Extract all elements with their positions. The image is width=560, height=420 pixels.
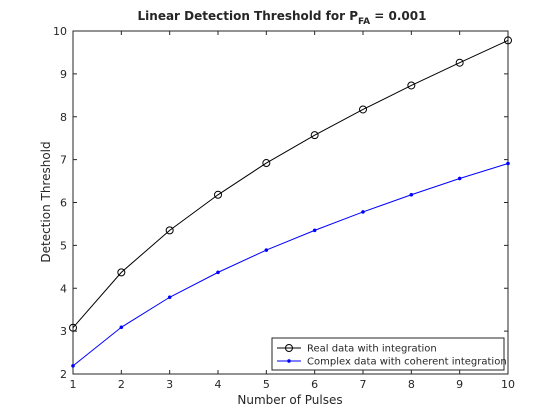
legend-label-2: Complex data with coherent integration xyxy=(307,357,507,368)
series-line-2 xyxy=(72,163,509,367)
series-2-point xyxy=(216,270,220,275)
series-2-point xyxy=(361,210,365,214)
legend: Real data with integration Complex data w… xyxy=(271,337,507,371)
y-tick-label: 6 xyxy=(60,197,67,210)
series-layer xyxy=(69,36,512,368)
series-1-point xyxy=(407,81,416,90)
legend-box xyxy=(271,337,505,371)
x-tick-label: 7 xyxy=(360,378,367,391)
legend-marker-2 xyxy=(287,359,291,363)
y-axis-label: Detection Threshold xyxy=(39,141,53,262)
y-tick-label: 2 xyxy=(60,368,67,381)
series-2-point xyxy=(506,161,510,166)
x-axis-label: Number of Pulses xyxy=(237,393,342,407)
legend-marker-1 xyxy=(285,344,293,352)
series-2-point xyxy=(264,248,269,252)
series-2-point xyxy=(119,325,124,330)
series-1-point xyxy=(262,159,271,168)
series-1-point xyxy=(455,58,464,67)
x-tick-label: 9 xyxy=(456,378,463,391)
y-tick-label: 9 xyxy=(60,68,67,81)
axes-box xyxy=(72,30,509,375)
series-line-1 xyxy=(72,39,509,329)
y-tick-label: 4 xyxy=(60,282,67,295)
x-tick-label: 6 xyxy=(311,378,318,391)
series-1-point xyxy=(165,226,174,235)
x-tick-label: 3 xyxy=(166,378,173,391)
series-1-point xyxy=(117,268,126,277)
x-tick-label: 1 xyxy=(70,378,77,391)
x-tick-label: 10 xyxy=(501,378,515,391)
legend-label-1: Real data with integration xyxy=(307,344,437,355)
y-tick-label: 7 xyxy=(60,154,67,167)
y-tick-label: 5 xyxy=(60,239,67,252)
chart-title: Linear Detection Threshold for PFA = 0.0… xyxy=(138,9,427,27)
y-tick-label: 3 xyxy=(60,325,67,338)
x-tick-label: 2 xyxy=(118,378,125,391)
x-tick-label: 5 xyxy=(263,378,270,391)
series-2-point xyxy=(457,176,462,181)
series-2-point xyxy=(167,295,172,300)
series-2-point xyxy=(71,364,75,368)
series-1-point xyxy=(214,190,222,199)
series-2-point xyxy=(312,228,317,233)
x-tick-label: 8 xyxy=(408,378,415,391)
series-1-point xyxy=(69,323,77,332)
series-1-point xyxy=(504,36,512,45)
series-2-point xyxy=(409,192,414,197)
series-1-point xyxy=(359,105,367,114)
y-tick-label: 8 xyxy=(60,111,67,124)
series-1-point xyxy=(310,131,319,140)
y-tick-label: 10 xyxy=(53,25,67,38)
x-tick-label: 4 xyxy=(215,378,222,391)
